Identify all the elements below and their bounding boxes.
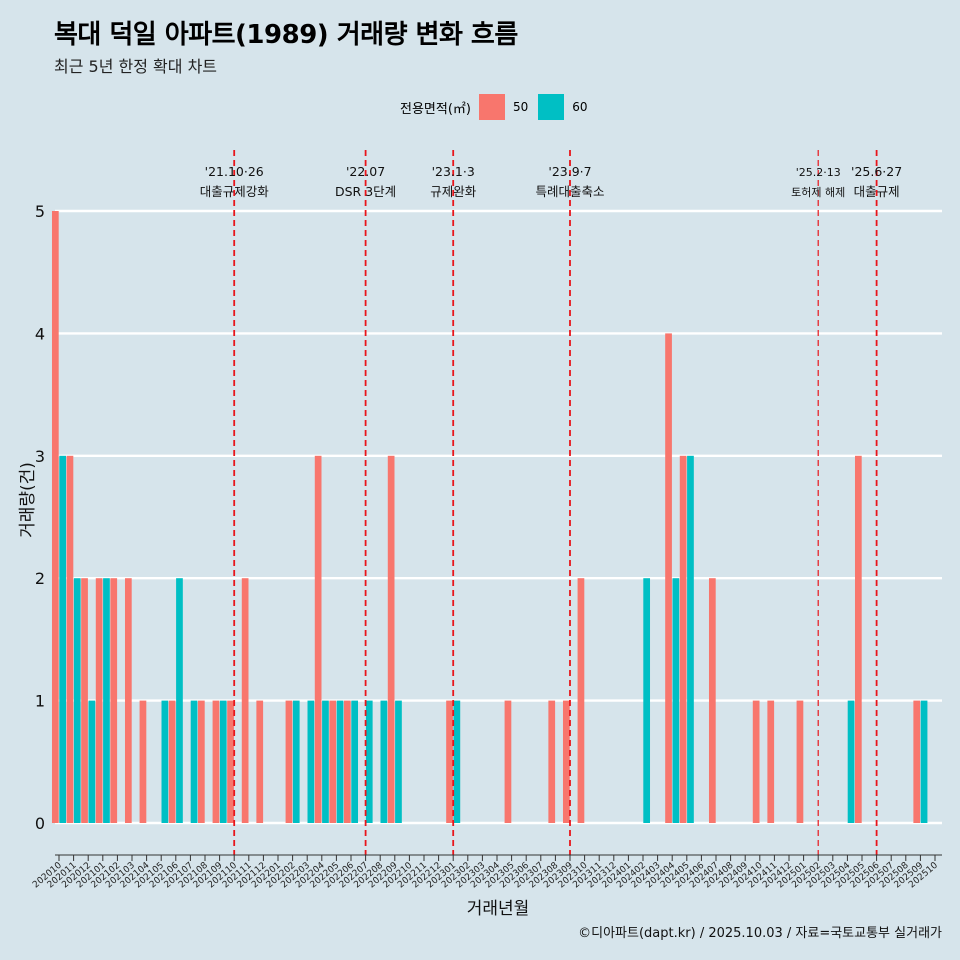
legend-label-50: 50	[512, 100, 529, 114]
bar-202209-50	[387, 455, 395, 823]
event-label-202506: 대출규제	[854, 184, 900, 199]
bar-202301-60	[453, 700, 461, 823]
bar-202107-60	[190, 700, 198, 823]
bar-202305-50	[504, 700, 512, 823]
bar-202010-50	[51, 211, 59, 823]
legend-label-60: 60	[572, 100, 588, 114]
bar-202109-60	[219, 700, 227, 823]
y-tick-label-1: 1	[35, 692, 45, 711]
bar-202407-50	[708, 578, 716, 823]
bar-202106-60	[176, 578, 183, 823]
bar-202101-50	[95, 578, 103, 823]
bar-202011-50	[66, 455, 74, 823]
event-label-202110: 대출규제강화	[200, 184, 270, 199]
bar-202106-50	[168, 700, 176, 823]
bar-202112-50	[256, 700, 264, 823]
bar-202012-60	[88, 700, 96, 823]
bar-202110-50	[227, 700, 234, 823]
event-date-202506: '25.6·27	[851, 164, 902, 179]
bar-202501-50	[796, 700, 804, 823]
bar-202309-50	[562, 700, 570, 823]
bar-202204-60	[322, 700, 329, 823]
bar-202208-60	[380, 700, 388, 823]
bar-202203-60	[307, 700, 315, 823]
bar-202509-50	[913, 700, 921, 823]
bar-202301-50	[446, 700, 453, 823]
event-label-202207: DSR 3단계	[335, 184, 396, 199]
y-tick-label-5: 5	[35, 202, 45, 221]
bar-202104-50	[139, 700, 147, 823]
legend-swatch-50	[478, 94, 505, 120]
bar-202505-50	[854, 455, 862, 823]
bar-202102-50	[110, 578, 118, 823]
bar-202206-60	[351, 700, 359, 823]
bar-202405-60	[687, 455, 694, 823]
bar-202011-60	[73, 578, 81, 823]
bar-202404-50	[665, 333, 672, 823]
bar-202108-50	[197, 700, 205, 823]
bar-202411-50	[767, 700, 775, 823]
bar-202103-50	[124, 578, 132, 823]
caption: ©디아파트(dapt.kr) / 2025.10.03 / 자료=국토교통부 실…	[578, 926, 942, 941]
event-label-202502: 토허제 해제	[791, 185, 845, 199]
bar-202308-50	[548, 700, 556, 823]
y-tick-label-2: 2	[35, 569, 45, 588]
bar-202504-60	[847, 700, 855, 823]
bar-202404-60	[672, 578, 680, 823]
bar-202206-50	[343, 700, 351, 823]
bar-202310-50	[577, 578, 585, 823]
event-date-202110: '21.10·26	[205, 164, 264, 179]
bar-202202-60	[292, 700, 300, 823]
bar-202209-60	[395, 700, 402, 823]
bar-202207-60	[365, 700, 373, 823]
event-date-202309: '23.9·7	[548, 164, 591, 179]
bar-202109-50	[212, 700, 220, 823]
bar-202101-60	[103, 578, 110, 823]
bar-202405-50	[679, 455, 687, 823]
event-date-202207: '22.07	[346, 164, 385, 179]
chart-title: 복대 덕일 아파트(1989) 거래량 변화 흐름	[54, 20, 518, 50]
bar-202111-50	[241, 578, 249, 823]
y-tick-label-0: 0	[35, 814, 45, 833]
bar-202205-60	[336, 700, 344, 823]
bar-202012-50	[81, 578, 88, 823]
event-label-202301: 규제완화	[430, 184, 477, 199]
bar-202509-60	[920, 700, 928, 823]
x-axis-title: 거래년월	[467, 899, 530, 919]
legend: 전용면적(㎡) 50 60	[400, 93, 598, 121]
bar-202402-60	[643, 578, 651, 823]
bar-202410-50	[752, 700, 760, 823]
legend-swatch-60	[538, 94, 565, 120]
y-tick-label-4: 4	[35, 324, 45, 343]
chart-subtitle: 최근 5년 한정 확대 차트	[54, 57, 218, 76]
bar-202204-50	[314, 455, 322, 823]
y-axis-title: 거래량(건)	[18, 462, 38, 538]
bar-202205-50	[329, 700, 337, 823]
bar-202105-60	[161, 700, 169, 823]
bar-202010-60	[59, 455, 67, 823]
event-label-202309: 특례대출축소	[535, 184, 604, 199]
event-date-202502: '25.2·13	[796, 166, 841, 179]
y-tick-label-3: 3	[35, 447, 45, 466]
bar-202202-50	[285, 700, 293, 823]
legend-title: 전용면적(㎡)	[400, 101, 471, 117]
event-date-202301: '23.1·3	[432, 164, 475, 179]
